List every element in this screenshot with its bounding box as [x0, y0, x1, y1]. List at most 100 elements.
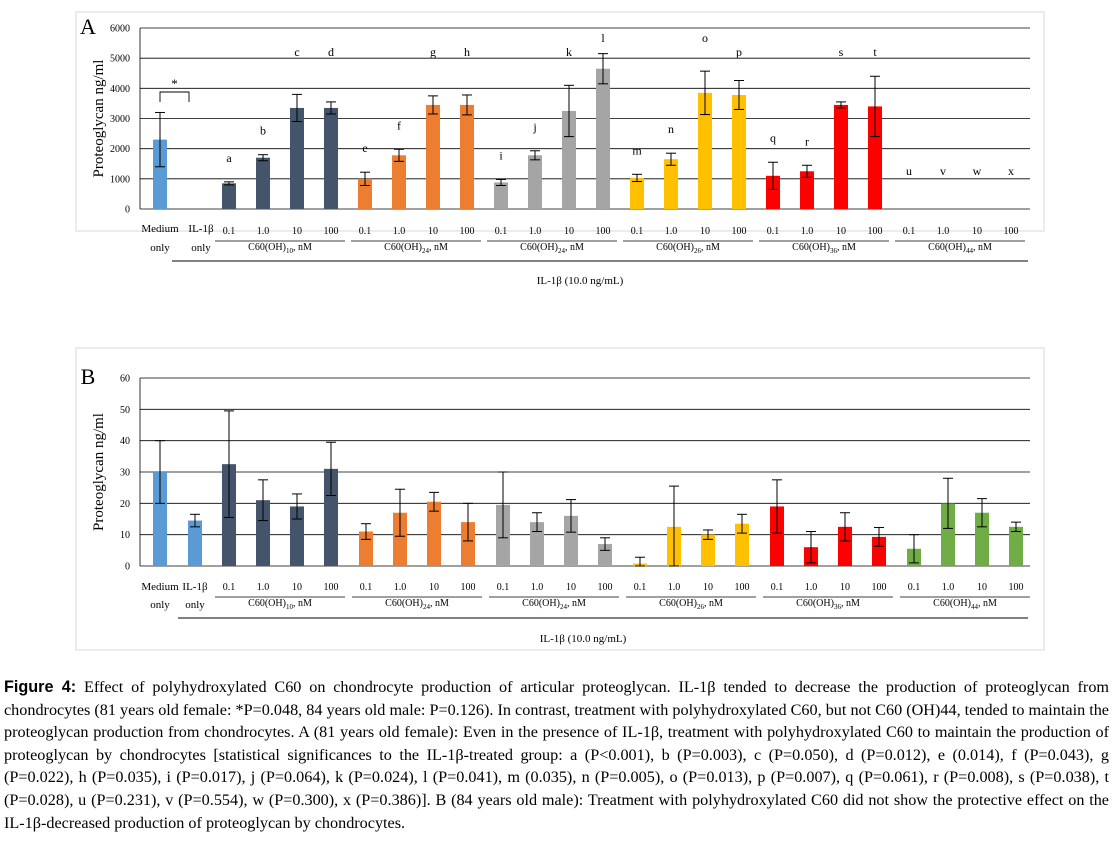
- bar: [528, 155, 542, 209]
- group-label: C60(OH)26, nM: [659, 598, 723, 611]
- dose-label: 0.1: [767, 226, 780, 237]
- treatment-label: IL-1β (10.0 ng/mL): [537, 275, 624, 287]
- caption-label: Figure 4:: [4, 678, 77, 696]
- bar: [153, 139, 167, 209]
- chart-panel-a: 0 1000 2000 3000 4000 5000 6000 Proteoglycan ng…: [75, 11, 1045, 287]
- significance-letter: i: [499, 148, 503, 162]
- y-tick-label: 40: [120, 436, 130, 447]
- category-label: only: [191, 242, 211, 254]
- plot-frame: [75, 11, 1045, 232]
- bar: [324, 107, 338, 209]
- bar: [1009, 526, 1023, 566]
- bar: [426, 104, 440, 209]
- dose-label: 0.1: [903, 226, 916, 237]
- group-label: C60(OH)24, nM: [522, 598, 586, 611]
- bar: [290, 506, 304, 566]
- y-tick-label: 10: [120, 530, 130, 541]
- bar: [393, 512, 407, 566]
- y-tick-label: 3000: [110, 114, 130, 125]
- dose-label: 10: [566, 582, 576, 593]
- dose-label: 100: [868, 226, 883, 237]
- bar: [564, 515, 578, 566]
- dose-label: 10: [428, 226, 438, 237]
- group-label: C60(OH)10, nM: [248, 242, 312, 255]
- y-tick-label: 60: [120, 374, 130, 385]
- dose-label: 0.1: [631, 226, 644, 237]
- y-tick-label: 50: [120, 405, 130, 416]
- bar: [596, 68, 610, 209]
- dose-label: 1.0: [665, 226, 678, 237]
- group-label: C60(OH)26, nM: [656, 242, 720, 255]
- treatment-label: IL-1β (10.0 ng/mL): [540, 633, 627, 645]
- significance-letter: p: [736, 45, 742, 59]
- dose-label: 10: [429, 582, 439, 593]
- bar: [868, 106, 882, 209]
- dose-label: 10: [292, 226, 302, 237]
- dose-label: 100: [1004, 226, 1019, 237]
- bar: [770, 506, 784, 566]
- bar: [941, 503, 955, 566]
- dose-label: 0.1: [908, 582, 921, 593]
- dose-label: 100: [1009, 582, 1024, 593]
- bar: [872, 536, 886, 566]
- significance-letter: w: [973, 164, 982, 178]
- dose-label: 100: [460, 226, 475, 237]
- bar: [153, 472, 167, 566]
- significance-marker: *: [171, 76, 178, 91]
- y-tick-label: 0: [125, 562, 130, 573]
- y-tick-label: 6000: [110, 24, 130, 35]
- category-label: Medium: [141, 581, 179, 593]
- y-tick-label: 5000: [110, 54, 130, 65]
- dose-label: 0.1: [771, 582, 784, 593]
- group-label: C60(OH)24, nM: [384, 242, 448, 255]
- significance-letter: x: [1008, 164, 1014, 178]
- bar: [598, 544, 612, 566]
- bar: [530, 522, 544, 566]
- bar: [222, 183, 236, 209]
- bar: [460, 104, 474, 209]
- group-label: C60(OH)36, nM: [792, 242, 856, 255]
- bar: [975, 512, 989, 566]
- significance-letter: q: [770, 131, 776, 145]
- dose-label: 100: [735, 582, 750, 593]
- group-label: C60(OH)44, nM: [928, 242, 992, 255]
- dose-label: 10: [840, 582, 850, 593]
- significance-letter: s: [839, 45, 844, 59]
- bar: [800, 171, 814, 209]
- bar: [324, 468, 338, 566]
- dose-label: 1.0: [529, 226, 542, 237]
- dose-label: 100: [872, 582, 887, 593]
- dose-label: 10: [564, 226, 574, 237]
- dose-label: 10: [292, 582, 302, 593]
- figure-caption: Figure 4: Effect of polyhydroxylated C60…: [4, 676, 1109, 834]
- y-axis-label: Proteoglycan ng/ml: [91, 413, 107, 531]
- y-tick-label: 30: [120, 468, 130, 479]
- dose-label: 1.0: [942, 582, 955, 593]
- bar: [766, 175, 780, 209]
- significance-letter: l: [601, 31, 605, 45]
- group-label: C60(OH)36, nM: [796, 598, 860, 611]
- bar: [701, 534, 715, 566]
- significance-letter: h: [464, 45, 470, 59]
- dose-label: 10: [703, 582, 713, 593]
- significance-letter: n: [668, 122, 674, 136]
- dose-label: 10: [836, 226, 846, 237]
- dose-label: 10: [972, 226, 982, 237]
- significance-letter: j: [532, 120, 536, 134]
- category-label: IL-1β: [188, 223, 214, 235]
- category-label: only: [150, 242, 170, 254]
- dose-label: 100: [461, 582, 476, 593]
- significance-letter: c: [294, 45, 299, 59]
- dose-label: 0.1: [497, 582, 510, 593]
- group-label: C60(OH)44, nM: [933, 598, 997, 611]
- bar: [735, 523, 749, 566]
- dose-label: 1.0: [257, 226, 270, 237]
- significance-letter: t: [873, 45, 877, 59]
- category-label: only: [185, 599, 205, 611]
- significance-letter: g: [430, 45, 436, 59]
- bar: [188, 520, 202, 566]
- significance-letter: k: [566, 45, 572, 59]
- significance-letter: o: [702, 31, 708, 45]
- dose-label: 1.0: [801, 226, 814, 237]
